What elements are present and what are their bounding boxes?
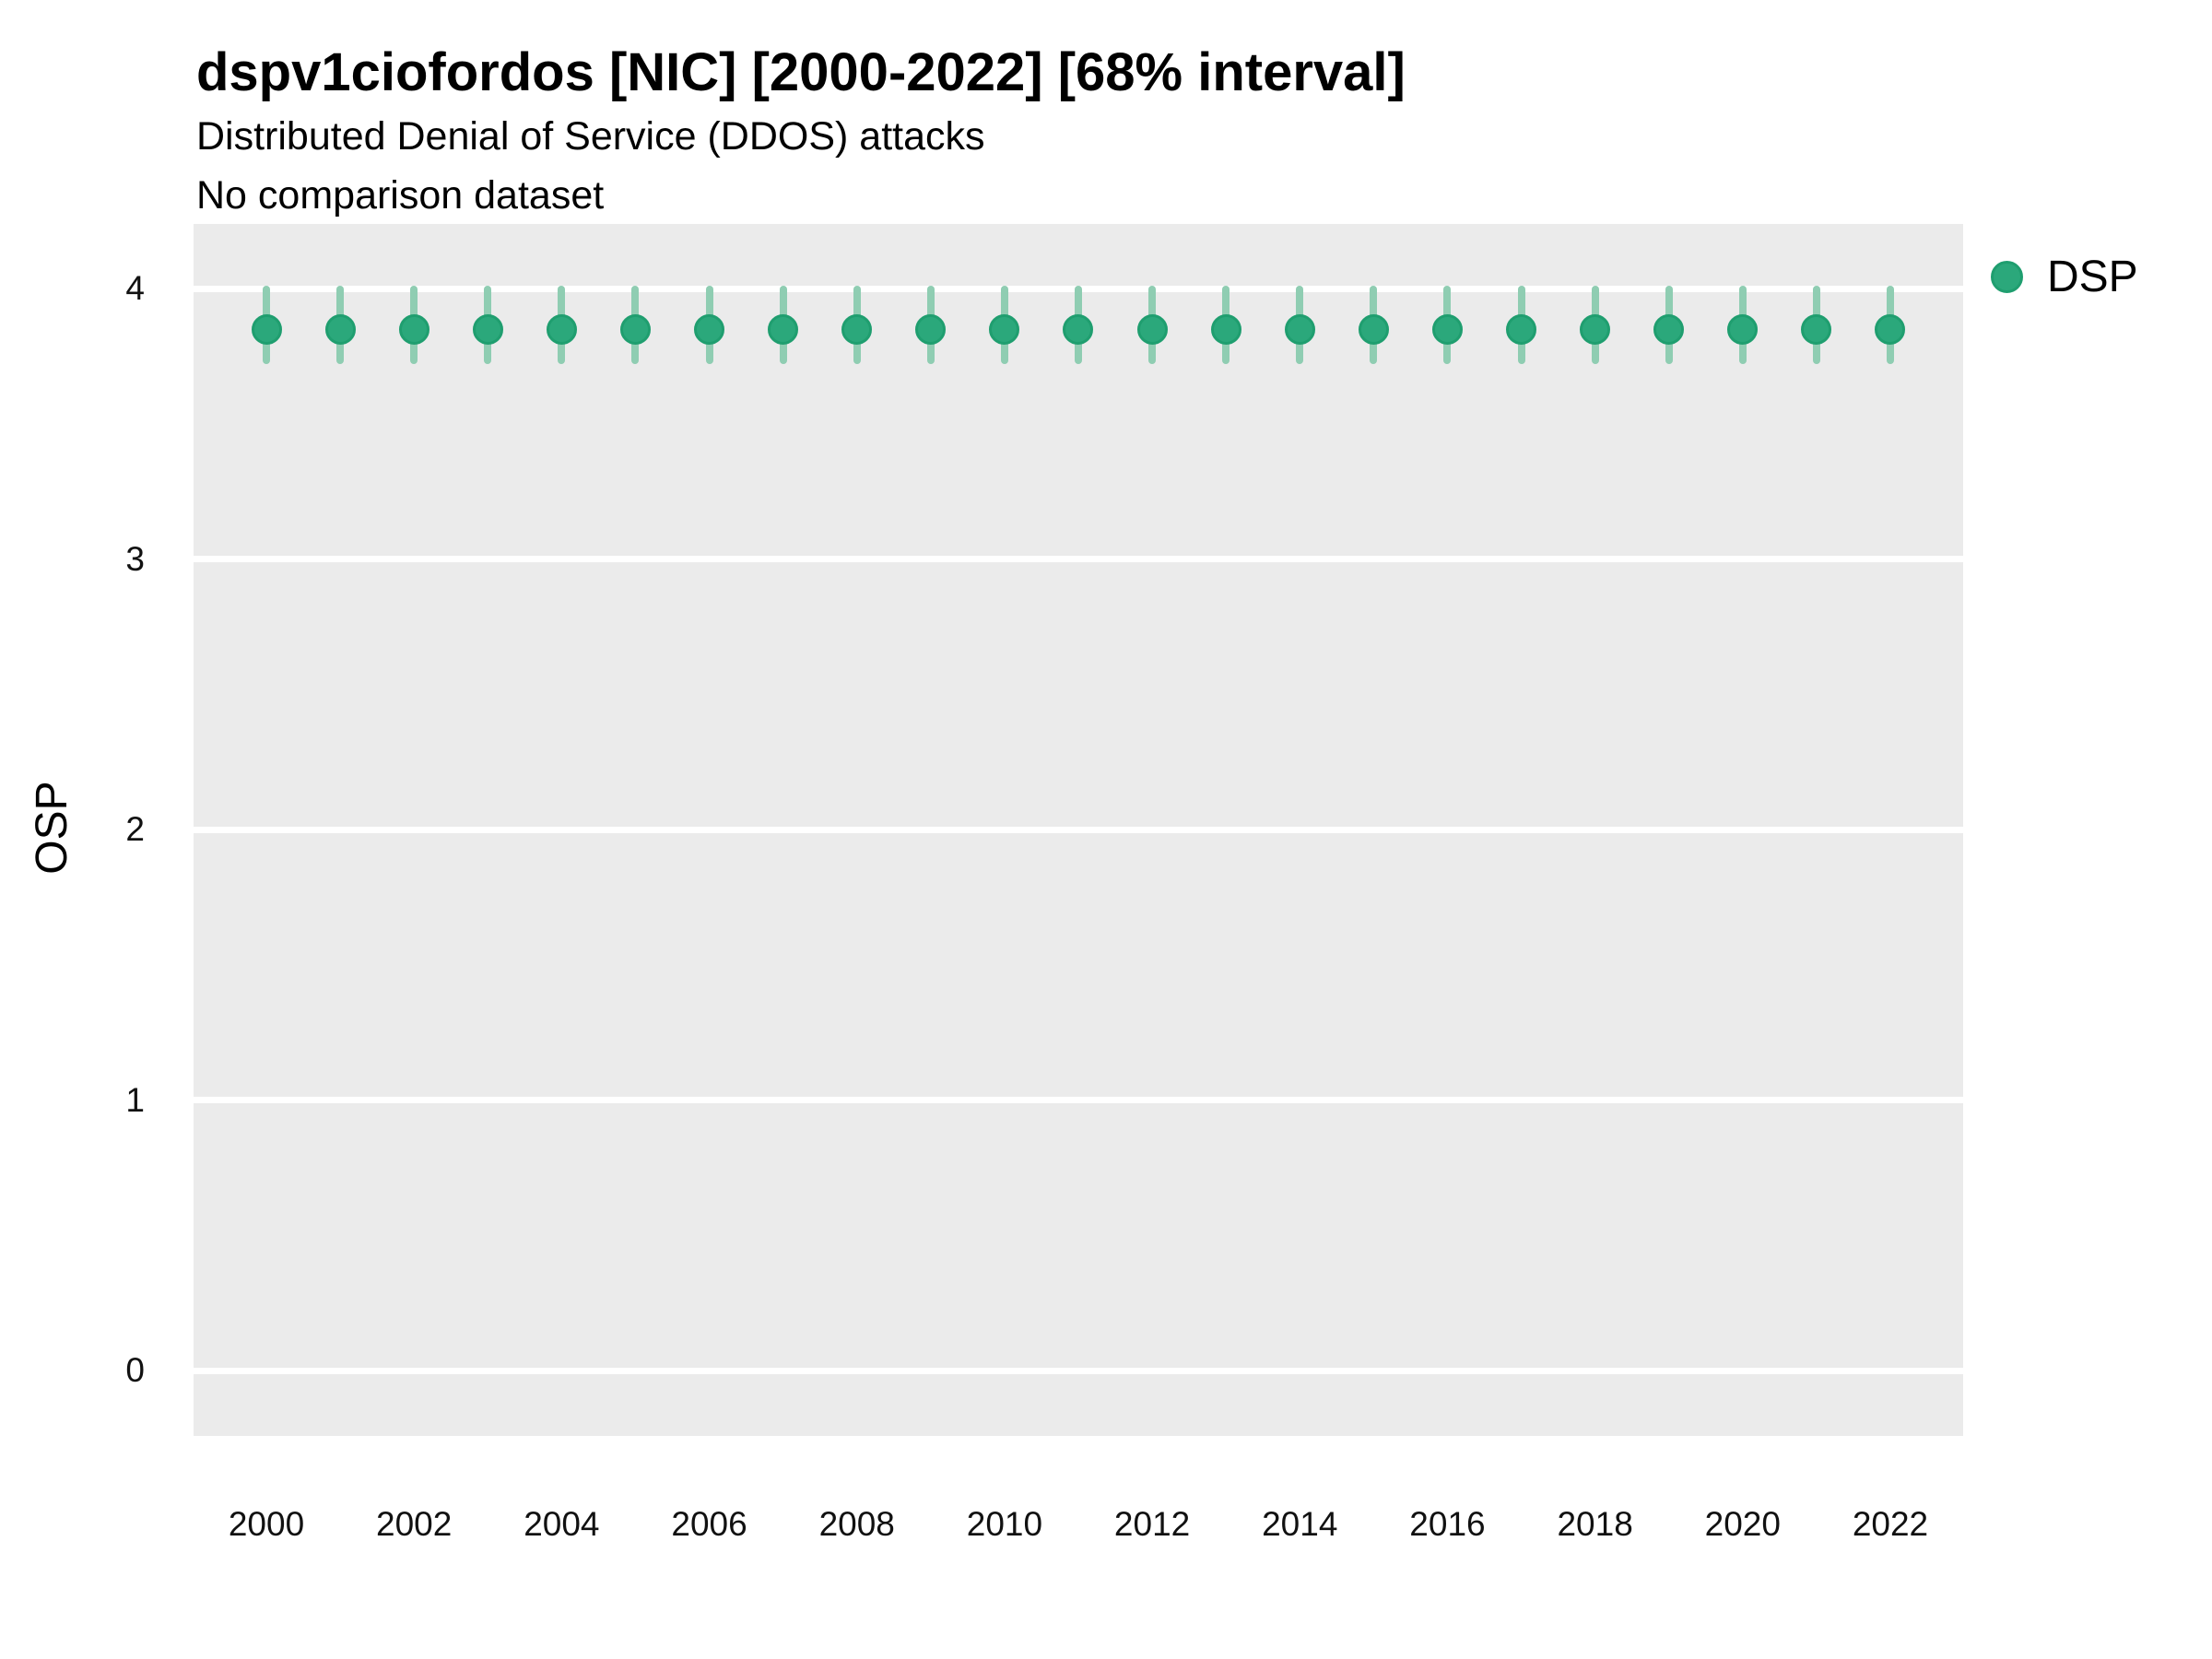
data-point-2006	[694, 313, 725, 345]
gridline-y-1	[194, 1097, 1963, 1103]
chart-title: dspv1ciofordos [NIC] [2000-2022] [68% in…	[196, 42, 1406, 102]
data-point-2022	[1875, 313, 1906, 345]
y-tick-label: 4	[125, 269, 145, 307]
gridline-y-0	[194, 1367, 1963, 1374]
x-tick-label: 2014	[1262, 1505, 1338, 1543]
x-tick-label: 2002	[376, 1505, 453, 1543]
gridline-y-2	[194, 826, 1963, 833]
chart-subtitle-line2: No comparison dataset	[196, 173, 605, 218]
y-tick-label: 3	[125, 539, 145, 578]
data-point-2001	[324, 313, 356, 345]
data-point-2017	[1506, 313, 1537, 345]
x-tick-label: 2000	[228, 1505, 305, 1543]
chart-subtitle-line1: Distributed Denial of Service (DDOS) att…	[196, 114, 985, 159]
data-point-2004	[546, 313, 577, 345]
x-tick-label: 2008	[818, 1505, 895, 1543]
y-tick-label: 0	[125, 1351, 145, 1389]
data-point-2009	[915, 313, 947, 345]
legend: DSP	[1991, 249, 2138, 304]
x-tick-label: 2010	[966, 1505, 1043, 1543]
data-point-2018	[1580, 313, 1611, 345]
x-tick-label: 2004	[524, 1505, 600, 1543]
data-point-2014	[1284, 313, 1315, 345]
y-tick-label: 2	[125, 810, 145, 848]
x-tick-label: 2016	[1409, 1505, 1486, 1543]
plot-panel	[194, 224, 1963, 1436]
data-point-2011	[1063, 313, 1094, 345]
x-tick-label: 2012	[1113, 1505, 1191, 1543]
data-point-2019	[1653, 313, 1685, 345]
y-tick-label: 1	[125, 1080, 145, 1119]
x-tick-label: 2022	[1852, 1505, 1929, 1543]
data-point-2015	[1358, 313, 1389, 345]
data-point-2021	[1801, 313, 1832, 345]
data-point-2002	[398, 313, 429, 345]
legend-label: DSP	[2047, 252, 2138, 301]
data-point-2007	[768, 313, 799, 345]
gridline-y-3	[194, 556, 1963, 562]
data-point-2020	[1727, 313, 1759, 345]
data-point-2010	[989, 313, 1020, 345]
data-point-2008	[841, 313, 873, 345]
x-tick-label: 2006	[671, 1505, 747, 1543]
data-point-2005	[619, 313, 651, 345]
x-tick-label: 2018	[1557, 1505, 1633, 1543]
data-point-2003	[472, 313, 503, 345]
data-point-2000	[251, 313, 282, 345]
data-point-2016	[1431, 313, 1463, 345]
x-tick-label: 2020	[1704, 1505, 1781, 1543]
data-point-2012	[1136, 313, 1168, 345]
data-point-2013	[1210, 313, 1241, 345]
legend-point-icon	[1991, 260, 2023, 293]
